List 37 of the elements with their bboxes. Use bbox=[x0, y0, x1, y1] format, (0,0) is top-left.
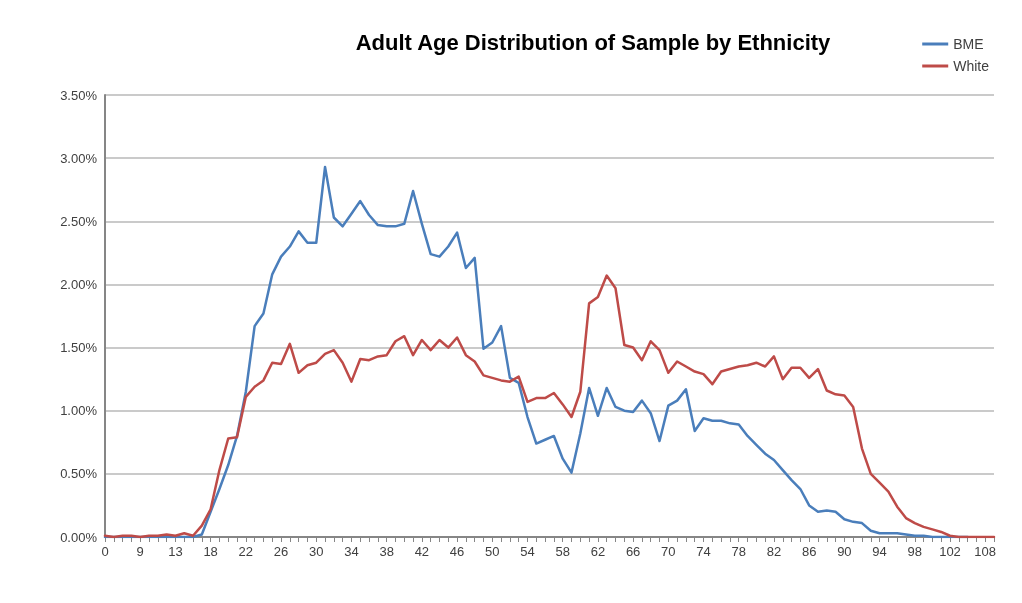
y-tick-label: 2.00% bbox=[60, 276, 98, 292]
x-tick-label: 34 bbox=[344, 544, 359, 559]
y-tick-label: 3.50% bbox=[60, 87, 98, 103]
x-tick-label: 18 bbox=[203, 544, 218, 559]
x-tick-label: 66 bbox=[625, 544, 641, 559]
legend-label: White bbox=[953, 58, 990, 74]
x-tick-label: 9 bbox=[136, 544, 144, 559]
x-tick-label: 78 bbox=[731, 544, 746, 559]
x-tick-label: 98 bbox=[907, 544, 923, 559]
x-tick-label: 42 bbox=[414, 544, 430, 559]
y-tick-label: 0.00% bbox=[60, 529, 98, 545]
x-tick-label: 30 bbox=[309, 544, 324, 559]
x-tick-label: 50 bbox=[485, 544, 500, 559]
x-tick-label: 90 bbox=[837, 544, 852, 559]
y-tick-label: 2.50% bbox=[60, 213, 98, 229]
y-tick-label: 1.50% bbox=[60, 340, 98, 356]
x-tick-label: 74 bbox=[696, 544, 711, 559]
y-tick-label: 3.00% bbox=[60, 150, 98, 166]
chart-title: Adult Age Distribution of Sample by Ethnicity bbox=[355, 29, 832, 55]
x-tick-label: 22 bbox=[238, 544, 254, 559]
x-tick-label: 0 bbox=[101, 544, 109, 559]
legend-label: BME bbox=[953, 36, 984, 52]
x-tick-label: 108 bbox=[974, 544, 997, 559]
x-tick-label: 86 bbox=[801, 544, 817, 559]
x-tick-label: 70 bbox=[661, 544, 676, 559]
x-tick-label: 26 bbox=[273, 544, 289, 559]
x-tick-label: 38 bbox=[379, 544, 394, 559]
x-tick-label: 46 bbox=[449, 544, 465, 559]
x-tick-label: 13 bbox=[168, 544, 183, 559]
x-tick-label: 54 bbox=[520, 544, 535, 559]
x-tick-label: 62 bbox=[590, 544, 606, 559]
x-tick-label: 58 bbox=[555, 544, 570, 559]
x-tick-label: 102 bbox=[939, 544, 961, 559]
y-tick-label: 0.50% bbox=[60, 466, 98, 482]
y-tick-label: 1.00% bbox=[60, 403, 98, 419]
x-tick-label: 82 bbox=[766, 544, 782, 559]
x-tick-label: 94 bbox=[872, 544, 887, 559]
